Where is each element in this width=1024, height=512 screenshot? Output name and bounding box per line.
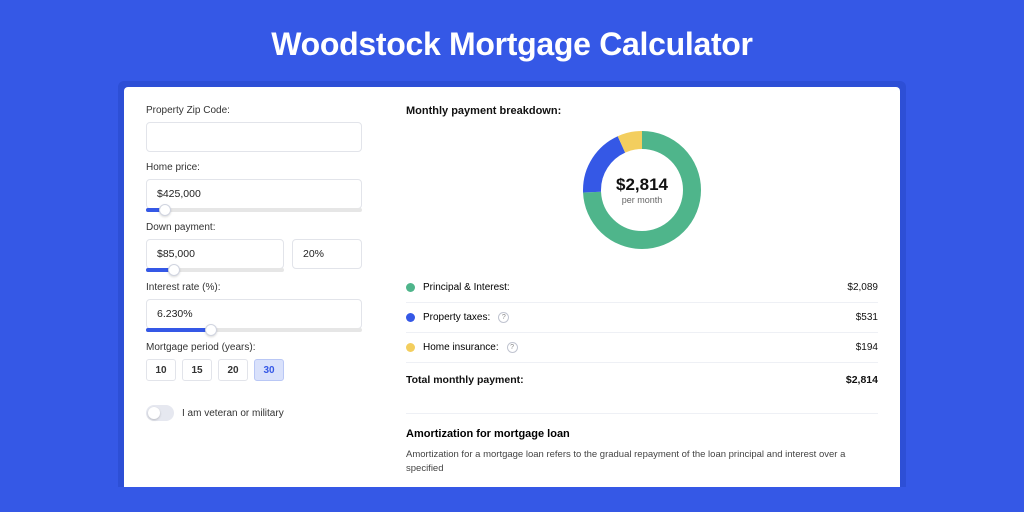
legend-dot xyxy=(406,313,415,322)
home-price-input[interactable] xyxy=(146,179,362,209)
period-label: Mortgage period (years): xyxy=(146,342,362,353)
legend-dot xyxy=(406,343,415,352)
legend-value: $2,089 xyxy=(847,282,878,293)
donut-chart: $2,814 per month xyxy=(577,125,707,255)
total-label: Total monthly payment: xyxy=(406,374,524,386)
legend-label: Property taxes: xyxy=(423,312,490,323)
legend-dot xyxy=(406,283,415,292)
period-buttons: 10 15 20 30 xyxy=(146,359,362,381)
breakdown-title: Monthly payment breakdown: xyxy=(406,105,878,117)
interest-rate-slider-thumb[interactable] xyxy=(205,324,217,336)
down-payment-slider[interactable] xyxy=(146,268,284,272)
interest-rate-slider[interactable] xyxy=(146,328,362,332)
legend-value: $194 xyxy=(856,342,878,353)
calculator-card: Property Zip Code: Home price: Down paym… xyxy=(124,87,900,487)
legend-label: Principal & Interest: xyxy=(423,282,510,293)
legend-row-0: Principal & Interest: $2,089 xyxy=(406,273,878,303)
period-button-30[interactable]: 30 xyxy=(254,359,284,381)
down-payment-pct-input[interactable] xyxy=(292,239,362,269)
breakdown-panel: Monthly payment breakdown: $2,814 per mo… xyxy=(384,105,900,487)
form-panel: Property Zip Code: Home price: Down paym… xyxy=(124,105,384,487)
zip-input[interactable] xyxy=(146,122,362,152)
down-payment-label: Down payment: xyxy=(146,222,362,233)
donut-chart-wrap: $2,814 per month xyxy=(406,125,878,255)
info-icon[interactable]: ? xyxy=(498,312,509,323)
down-payment-amount-input[interactable] xyxy=(146,239,284,269)
legend: Principal & Interest: $2,089 Property taxe… xyxy=(406,273,878,363)
interest-rate-input[interactable] xyxy=(146,299,362,329)
total-row: Total monthly payment: $2,814 xyxy=(406,363,878,397)
home-price-label: Home price: xyxy=(146,162,362,173)
legend-row-1: Property taxes:? $531 xyxy=(406,303,878,333)
veteran-label: I am veteran or military xyxy=(182,408,284,419)
home-price-slider-thumb[interactable] xyxy=(159,204,171,216)
info-icon[interactable]: ? xyxy=(507,342,518,353)
amortization-title: Amortization for mortgage loan xyxy=(406,413,878,440)
legend-row-2: Home insurance:? $194 xyxy=(406,333,878,363)
legend-value: $531 xyxy=(856,312,878,323)
period-button-20[interactable]: 20 xyxy=(218,359,248,381)
period-button-10[interactable]: 10 xyxy=(146,359,176,381)
period-button-15[interactable]: 15 xyxy=(182,359,212,381)
interest-rate-label: Interest rate (%): xyxy=(146,282,362,293)
card-shadow: Property Zip Code: Home price: Down paym… xyxy=(118,81,906,487)
home-price-slider[interactable] xyxy=(146,208,362,212)
veteran-row: I am veteran or military xyxy=(146,405,362,421)
total-value: $2,814 xyxy=(846,374,878,386)
legend-label: Home insurance: xyxy=(423,342,499,353)
zip-label: Property Zip Code: xyxy=(146,105,362,116)
page-title: Woodstock Mortgage Calculator xyxy=(0,0,1024,81)
down-payment-slider-thumb[interactable] xyxy=(168,264,180,276)
donut-amount: $2,814 xyxy=(616,175,668,195)
veteran-toggle[interactable] xyxy=(146,405,174,421)
donut-sub: per month xyxy=(622,195,663,205)
donut-center: $2,814 per month xyxy=(577,125,707,255)
amortization-text: Amortization for a mortgage loan refers … xyxy=(406,448,878,477)
